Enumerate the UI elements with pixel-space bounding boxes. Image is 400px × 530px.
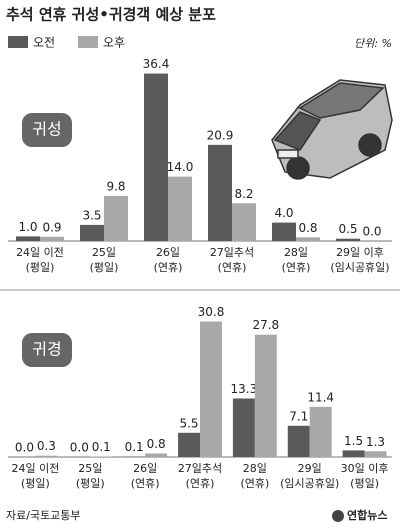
chart-label: 귀경 [32, 340, 61, 359]
x-tick-label: (평일) [26, 260, 55, 274]
x-tick-label: 30일 이후 [341, 461, 389, 475]
value-label: 0.8 [298, 221, 317, 235]
value-label: 0.3 [37, 439, 56, 453]
bar [16, 236, 40, 241]
x-tick-label: (임시공휴일) [330, 260, 389, 274]
x-tick-label: 27일추석 [210, 245, 254, 259]
value-label: 1.5 [344, 434, 363, 448]
bar [104, 195, 128, 241]
x-tick-label: 27일추석 [178, 461, 222, 475]
bar [364, 451, 387, 457]
x-tick-label: 25일 [92, 245, 116, 259]
bar [232, 203, 256, 241]
x-tick-label: (평일) [90, 260, 119, 274]
bar [200, 321, 222, 457]
x-tick-label: (평일) [76, 476, 105, 490]
x-tick-label: 28일 [284, 245, 308, 259]
bar [80, 224, 104, 241]
value-label: 0.9 [42, 220, 61, 234]
value-label: 14.0 [167, 160, 194, 174]
x-tick-label: 24일 이전 [11, 461, 59, 475]
value-label: 3.5 [82, 208, 101, 222]
x-tick-label: (연휴) [186, 477, 215, 490]
value-label: 8.2 [234, 187, 253, 201]
bar [272, 222, 296, 241]
value-label: 30.8 [198, 305, 225, 319]
x-tick-label: (연휴) [240, 477, 269, 490]
value-label: 1.3 [366, 435, 385, 449]
bar [254, 334, 277, 457]
value-label: 0.0 [15, 441, 34, 455]
value-label: 0.1 [125, 440, 144, 454]
legend-swatch [78, 36, 98, 48]
x-tick-label: 25일 [78, 461, 102, 475]
bar [232, 398, 255, 457]
x-tick-label: 28일 [243, 461, 267, 475]
legend-swatch [8, 36, 28, 48]
value-label: 0.5 [338, 222, 357, 236]
x-tick-label: 26일 [133, 461, 157, 475]
chart-label: 귀성 [32, 120, 61, 139]
value-label: 0.0 [70, 441, 89, 455]
value-label: 36.4 [143, 57, 170, 71]
bar [168, 176, 192, 241]
bar [336, 238, 360, 241]
value-label: 7.1 [289, 409, 308, 423]
value-label: 1.0 [18, 220, 37, 234]
bar [144, 73, 168, 241]
chart-label-box [22, 333, 72, 367]
x-tick-label: (연휴) [218, 261, 247, 274]
title: 추석 연휴 귀성•귀경객 예상 분포 [6, 6, 216, 24]
value-label: 0.1 [92, 440, 111, 454]
value-label: 13.3 [231, 382, 258, 396]
bar [296, 237, 320, 241]
value-label: 9.8 [106, 179, 125, 193]
value-label: 4.0 [274, 206, 293, 220]
bar [342, 450, 365, 457]
bar [208, 144, 232, 241]
x-tick-label: 24일 이전 [16, 245, 64, 259]
bar [35, 455, 58, 457]
x-tick-label: (연휴) [282, 261, 311, 274]
x-tick-label: 26일 [156, 245, 180, 259]
legend-label: 오후 [103, 36, 125, 50]
source: 자료/국토교통부 [6, 509, 81, 522]
x-tick-label: (연휴) [154, 261, 183, 274]
chart-label-box [22, 113, 72, 147]
credit: 연합뉴스 [347, 508, 387, 522]
x-tick-label: 29일 이후 [336, 245, 384, 259]
value-label: 27.8 [252, 318, 279, 332]
x-tick-label: (평일) [350, 476, 379, 490]
bar [40, 236, 64, 241]
x-tick-label: (연휴) [131, 477, 160, 490]
legend-label: 오전 [33, 36, 55, 50]
bar [287, 425, 310, 457]
x-tick-label: (평일) [21, 476, 50, 490]
bar [145, 453, 168, 457]
value-label: 11.4 [307, 390, 334, 404]
car-illustration [271, 79, 393, 180]
value-label: 0.8 [147, 437, 166, 451]
value-label: 0.0 [362, 225, 381, 239]
unit: 단위: % [354, 37, 392, 50]
value-label: 20.9 [207, 128, 234, 142]
x-tick-label: (임시공휴일) [280, 476, 339, 490]
x-tick-label: 29일 [298, 461, 322, 475]
bar [178, 432, 200, 457]
logo-mark [332, 510, 344, 522]
bar [309, 406, 332, 457]
value-label: 5.5 [179, 416, 198, 430]
